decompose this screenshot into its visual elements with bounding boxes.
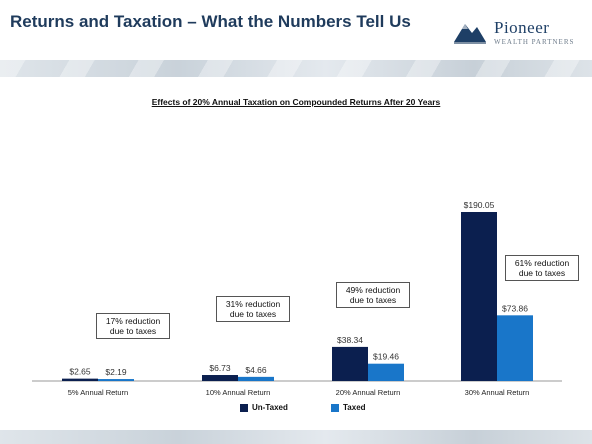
callout-5pct: 17% reduction due to taxes: [96, 313, 170, 339]
x-tick-label-3: 30% Annual Return: [465, 388, 530, 397]
data-label-untaxed-2: $38.34: [337, 335, 363, 345]
callout-30pct: 61% reduction due to taxes: [505, 255, 579, 281]
bar-taxed-2: [368, 363, 404, 381]
company-logo: Pioneer WEALTH PARTNERS: [452, 16, 582, 50]
logo-name: Pioneer: [494, 18, 550, 37]
slide-header: Returns and Taxation – What the Numbers …: [0, 0, 592, 60]
data-label-taxed-3: $73.86: [502, 303, 528, 313]
bar-untaxed-3: [461, 212, 497, 381]
bar-taxed-1: [238, 376, 274, 381]
data-label-untaxed-0: $2.65: [69, 367, 91, 377]
footer-band: [0, 430, 592, 444]
callout-10pct: 31% reduction due to taxes: [216, 296, 290, 322]
bar-taxed-0: [98, 379, 134, 381]
bar-untaxed-2: [332, 346, 368, 381]
header-band: [0, 60, 592, 77]
x-tick-label-1: 10% Annual Return: [206, 388, 271, 397]
x-tick-label-2: 20% Annual Return: [336, 388, 401, 397]
slide-title: Returns and Taxation – What the Numbers …: [10, 12, 411, 31]
legend-untaxed-swatch: [240, 403, 248, 412]
x-tick-label-0: 5% Annual Return: [68, 388, 128, 397]
bar-taxed-3: [497, 315, 533, 381]
data-label-taxed-1: $4.66: [245, 365, 267, 375]
data-label-untaxed-3: $190.05: [464, 200, 495, 210]
legend-taxed-swatch: [331, 403, 339, 412]
legend-untaxed: Un-Taxed: [240, 403, 288, 412]
legend-taxed: Taxed: [331, 403, 366, 412]
chart-title: Effects of 20% Annual Taxation on Compou…: [151, 97, 441, 107]
legend-untaxed-label: Un-Taxed: [252, 403, 288, 412]
mountain-logo-icon: [452, 16, 488, 46]
legend-taxed-label: Taxed: [343, 403, 366, 412]
data-label-untaxed-1: $6.73: [209, 363, 231, 373]
callout-20pct: 49% reduction due to taxes: [336, 282, 410, 308]
data-label-taxed-2: $19.46: [373, 352, 399, 362]
logo-tagline: WEALTH PARTNERS: [494, 38, 575, 46]
data-label-taxed-0: $2.19: [105, 367, 127, 377]
bar-untaxed-0: [62, 378, 98, 381]
bar-untaxed-1: [202, 375, 238, 381]
